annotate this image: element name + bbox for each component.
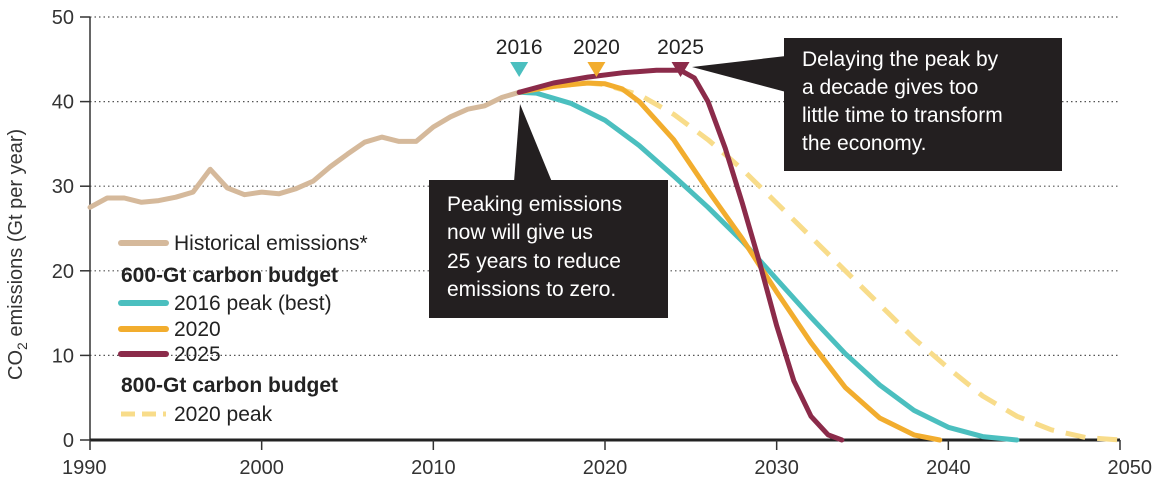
y-tick-label-0: 0 <box>63 430 74 452</box>
annotation-left: Peaking emissions now will give us 25 ye… <box>429 104 668 318</box>
x-tick-label-2010: 2010 <box>411 457 456 479</box>
x-tick-label-2020: 2020 <box>583 457 628 479</box>
peak-markers: 2016 2020 2025 <box>496 36 704 77</box>
legend-label-historical: Historical emissions* <box>174 232 368 255</box>
annotation-right-line-1: Delaying the peak by <box>802 48 999 71</box>
annotation-right-box <box>784 38 1062 171</box>
annotation-right-line-3: little time to transform <box>802 104 1003 127</box>
gridlines <box>90 16 1120 356</box>
annotation-right-line-4: the economy. <box>802 132 927 155</box>
legend-label-2025: 2025 <box>174 343 221 366</box>
annotation-right: Delaying the peak by a decade gives too … <box>692 38 1062 171</box>
annotation-left-line-1: Peaking emissions <box>447 193 622 216</box>
legend-heading-800: 800-Gt carbon budget <box>121 374 338 397</box>
legend-label-2020: 2020 <box>174 318 221 341</box>
x-tick-label-2000: 2000 <box>239 457 284 479</box>
y-tick-label-10: 10 <box>52 345 74 367</box>
series-line-2020 <box>516 80 943 443</box>
annotation-left-line-4: emissions to zero. <box>447 278 616 301</box>
series-line-historical-emissions <box>87 89 522 210</box>
annotation-left-line-3: 25 years to reduce <box>447 250 621 273</box>
peak-marker-2016 <box>510 62 529 77</box>
annotation-right-line-2: a decade gives too <box>802 76 978 99</box>
legend-label-2016: 2016 peak (best) <box>174 292 332 315</box>
peak-marker-2020 <box>587 62 606 77</box>
axes <box>80 16 1121 450</box>
legend-heading-600: 600-Gt carbon budget <box>121 264 338 287</box>
y-tick-label-50: 50 <box>52 7 74 29</box>
series-line-2020-peak <box>518 80 1121 443</box>
y-tick-label-40: 40 <box>52 92 74 114</box>
annotation-right-pointer <box>692 56 786 92</box>
peak-label-2020: 2020 <box>573 36 620 59</box>
y-tick-label-20: 20 <box>52 261 74 283</box>
legend-label-800: 2020 peak <box>174 403 273 426</box>
x-tick-label-1990: 1990 <box>62 457 107 479</box>
peak-label-2016: 2016 <box>496 36 543 59</box>
series-lines <box>87 67 1121 443</box>
annotation-left-line-2: now will give us <box>447 221 593 244</box>
x-tick-label-2050: 2050 <box>1108 457 1153 479</box>
series-line-2025 <box>516 67 845 443</box>
y-tick-label-30: 30 <box>52 176 74 198</box>
peak-marker-2025 <box>671 62 690 77</box>
x-tick-label-2040: 2040 <box>926 457 971 479</box>
legend: Historical emissions* 600-Gt carbon budg… <box>118 232 368 426</box>
annotation-left-box <box>429 180 668 318</box>
x-tick-label-2030: 2030 <box>754 457 799 479</box>
peak-label-2025: 2025 <box>657 36 704 59</box>
annotation-left-pointer <box>514 104 552 182</box>
y-axis-label: CO2 emissions (Gt per year) <box>5 129 30 380</box>
